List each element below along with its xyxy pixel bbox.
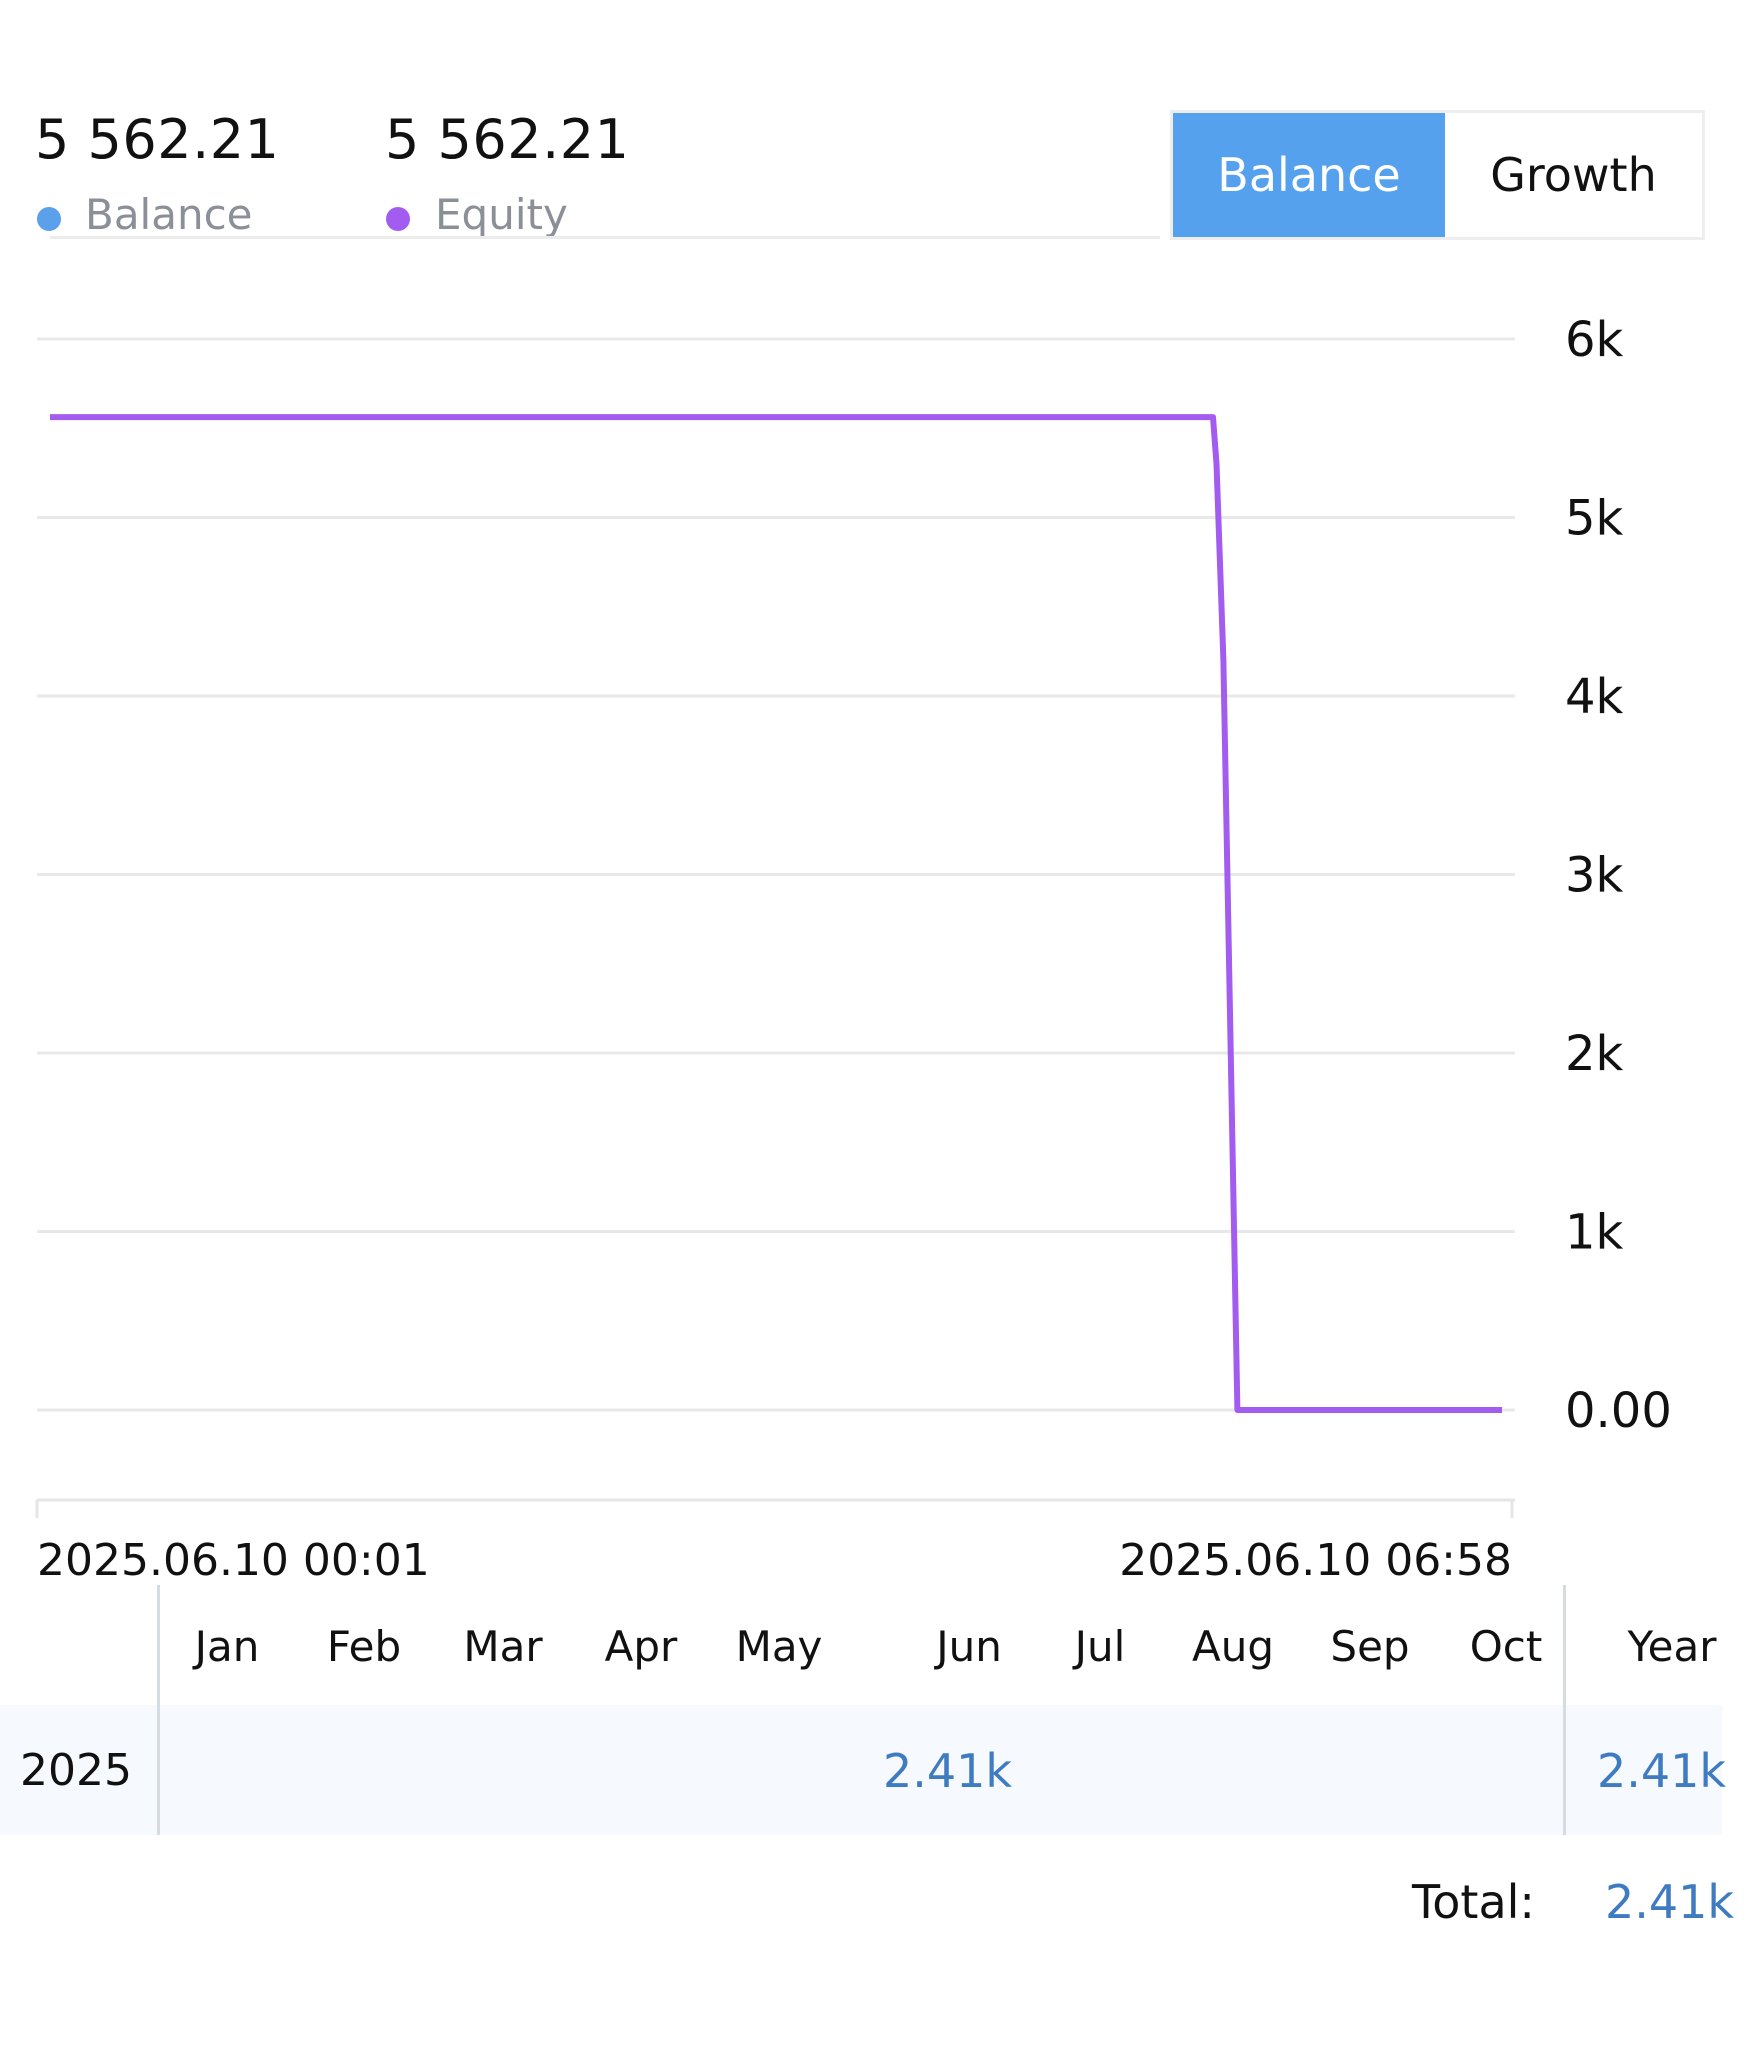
header-divider: [50, 236, 1160, 239]
balance-legend-label: Balance: [85, 190, 253, 239]
y-tick-label: 0.00: [1565, 1383, 1672, 1439]
month-header-sep: Sep: [1330, 1622, 1410, 1671]
year-column-header: Year: [1627, 1622, 1717, 1671]
month-header-mar: Mar: [463, 1622, 543, 1671]
month-header-jul: Jul: [1074, 1622, 1126, 1671]
row-left-divider: [157, 1705, 160, 1835]
y-tick-label: 3k: [1565, 848, 1624, 904]
equity-chart: 6k 5k 4k 3k 2k 1k 0.00 2025.06.10 00:01 2025.0…: [35, 312, 1672, 1586]
y-tick-label: 6k: [1565, 312, 1624, 368]
chart-grid: [37, 337, 1515, 1412]
month-header-jan: Jan: [194, 1622, 260, 1671]
equity-legend-label: Equity: [435, 190, 568, 239]
chart-mode-toggle: Balance Growth: [1170, 110, 1705, 240]
jun-return-value[interactable]: 2.41k: [883, 1744, 1013, 1798]
month-header-may: May: [735, 1622, 823, 1671]
total-label: Total:: [1412, 1875, 1535, 1929]
month-header-aug: Aug: [1191, 1622, 1275, 1671]
y-tick-label: 4k: [1565, 669, 1624, 725]
y-tick-label: 5k: [1565, 491, 1624, 547]
equity-series-line: [50, 414, 1502, 1413]
y-axis-ticks: 6k 5k 4k 3k 2k 1k 0.00: [1565, 312, 1672, 1439]
table-row: [0, 1705, 1722, 1835]
month-header-jun: Jun: [936, 1622, 1002, 1671]
y-tick-label: 1k: [1565, 1205, 1624, 1261]
equity-value: 5 562.21: [385, 108, 630, 171]
balance-toggle-button[interactable]: Balance: [1173, 113, 1445, 237]
row-year-label: 2025: [20, 1745, 132, 1796]
month-header-feb: Feb: [326, 1622, 402, 1671]
y-tick-label: 2k: [1565, 1026, 1624, 1082]
balance-value: 5 562.21: [35, 108, 280, 171]
growth-toggle-button[interactable]: Growth: [1445, 113, 1702, 237]
balance-dot-icon: [37, 207, 61, 231]
year-return-value[interactable]: 2.41k: [1597, 1744, 1727, 1798]
month-header-oct: Oct: [1469, 1622, 1543, 1671]
x-axis-start-label: 2025.06.10 00:01: [37, 1535, 430, 1586]
equity-dot-icon: [386, 207, 410, 231]
row-right-divider: [1563, 1705, 1566, 1835]
total-value: 2.41k: [1605, 1875, 1735, 1929]
month-header-apr: Apr: [604, 1622, 678, 1671]
x-axis-end-label: 2025.06.10 06:58: [1119, 1535, 1512, 1586]
